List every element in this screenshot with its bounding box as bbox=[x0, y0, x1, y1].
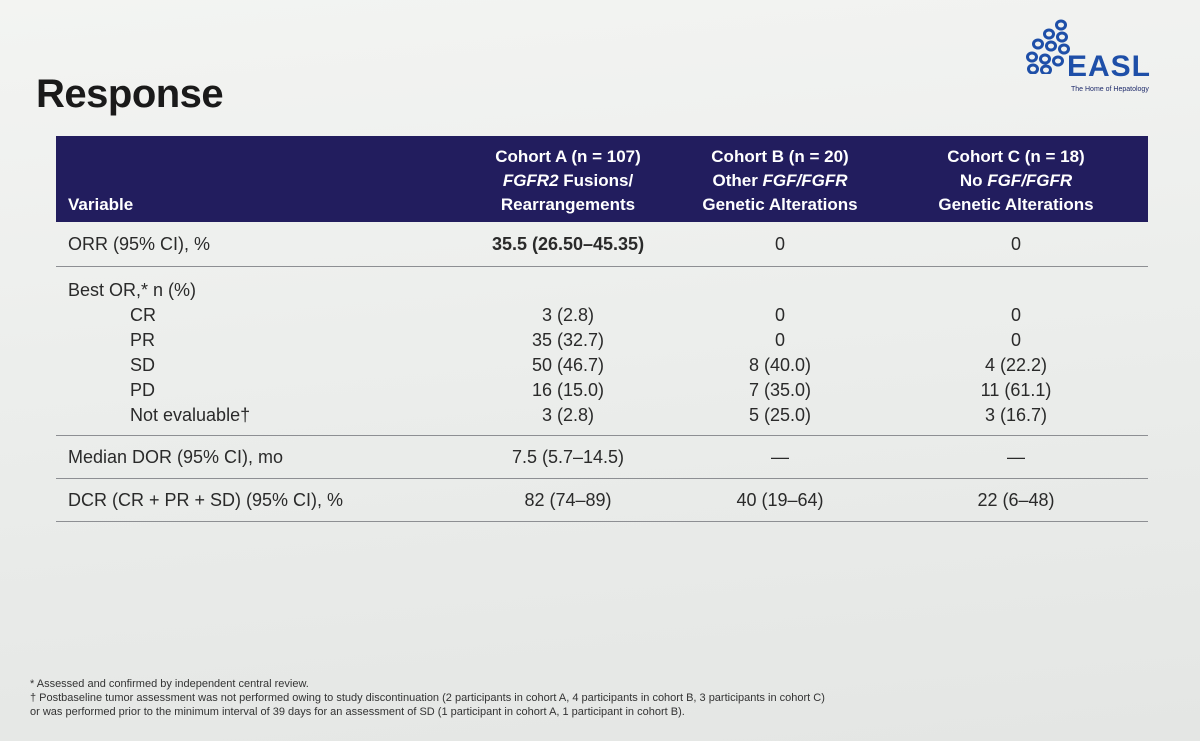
easl-logo: EASL The Home of Hepatology bbox=[1025, 18, 1165, 100]
orr-label: ORR (95% CI), % bbox=[56, 222, 460, 267]
dor-cohort-a: 7.5 (5.7–14.5) bbox=[460, 435, 676, 479]
table-row-pr: PR 35 (32.7) 0 0 bbox=[56, 328, 1148, 353]
logo-wordmark: EASL bbox=[1067, 50, 1152, 83]
header-cohort-a: Cohort A (n = 107) FGFR2 Fusions/ Rearra… bbox=[460, 136, 676, 222]
logo-dots-icon bbox=[1026, 19, 1070, 74]
cohort-b-subtitle-pre: Other bbox=[712, 171, 763, 190]
dcr-label: DCR (CR + PR + SD) (95% CI), % bbox=[56, 478, 460, 522]
table-row-not-evaluable: Not evaluable† 3 (2.8) 5 (25.0) 3 (16.7) bbox=[56, 403, 1148, 436]
header-cohort-c: Cohort C (n = 18) No FGF/FGFR Genetic Al… bbox=[884, 136, 1148, 222]
table-row-dcr: DCR (CR + PR + SD) (95% CI), % 82 (74–89… bbox=[56, 478, 1148, 522]
table-row-pd: PD 16 (15.0) 7 (35.0) 11 (61.1) bbox=[56, 378, 1148, 403]
cohort-a-subtitle-2: Rearrangements bbox=[500, 195, 636, 214]
response-cohort-c: 0 bbox=[1010, 330, 1021, 350]
response-label: SD bbox=[130, 355, 156, 375]
dcr-cohort-b: 40 (19–64) bbox=[676, 478, 884, 522]
dor-cohort-c: — bbox=[884, 435, 1148, 479]
response-label: CR bbox=[130, 305, 156, 325]
dor-label: Median DOR (95% CI), mo bbox=[56, 435, 460, 479]
best-or-label: Best OR,* n (%) bbox=[68, 280, 197, 300]
cohort-a-gene: FGFR2 bbox=[502, 171, 559, 190]
response-cohort-c: 0 bbox=[1010, 305, 1021, 325]
table-row-sd: SD 50 (46.7) 8 (40.0) 4 (22.2) bbox=[56, 353, 1148, 378]
response-cohort-a: 35 (32.7) bbox=[531, 330, 605, 350]
cohort-b-title: Cohort B (n = 20) bbox=[711, 147, 849, 166]
dcr-cohort-c: 22 (6–48) bbox=[884, 478, 1148, 522]
cohort-a-subtitle-rest: Fusions/ bbox=[558, 171, 634, 190]
table-row-median-dor: Median DOR (95% CI), mo 7.5 (5.7–14.5) —… bbox=[56, 435, 1148, 479]
slide-title: Response bbox=[36, 72, 224, 116]
cohort-c-subtitle-2: Genetic Alterations bbox=[938, 195, 1094, 214]
footnote: or was performed prior to the minimum in… bbox=[30, 706, 685, 718]
dor-cohort-b: — bbox=[676, 435, 884, 479]
response-label: PD bbox=[130, 380, 156, 400]
orr-cohort-c: 0 bbox=[884, 222, 1148, 267]
cohort-b-gene: FGF/FGFR bbox=[762, 171, 848, 190]
response-cohort-b: 7 (35.0) bbox=[748, 380, 812, 400]
orr-cohort-b: 0 bbox=[676, 222, 884, 267]
response-cohort-a: 3 (2.8) bbox=[541, 305, 595, 325]
footnotes: * Assessed and confirmed by independent … bbox=[30, 677, 825, 719]
cohort-c-gene: FGF/FGFR bbox=[987, 171, 1073, 190]
response-cohort-c: 3 (16.7) bbox=[884, 403, 1148, 436]
cohort-a-title: Cohort A (n = 107) bbox=[495, 147, 641, 166]
cohort-c-subtitle-pre: No bbox=[959, 171, 988, 190]
cohort-a-subtitle: FGFR2 Fusions/ bbox=[460, 169, 676, 193]
orr-cohort-a: 35.5 (26.50–45.35) bbox=[460, 222, 676, 267]
response-cohort-b: 8 (40.0) bbox=[748, 355, 812, 375]
response-label: PR bbox=[130, 330, 156, 350]
response-cohort-b: 0 bbox=[774, 305, 785, 325]
cohort-c-subtitle: No FGF/FGFR bbox=[884, 169, 1148, 193]
response-cohort-c: 4 (22.2) bbox=[984, 355, 1048, 375]
table-row-best-or: Best OR,* n (%) bbox=[56, 267, 1148, 304]
table-row-cr: CR 3 (2.8) 0 0 bbox=[56, 303, 1148, 328]
table-row-orr: ORR (95% CI), % 35.5 (26.50–45.35) 0 0 bbox=[56, 222, 1148, 267]
footnote: † Postbaseline tumor assessment was not … bbox=[30, 692, 825, 704]
response-cohort-a: 50 (46.7) bbox=[531, 355, 605, 375]
cohort-b-subtitle: Other FGF/FGFR bbox=[676, 169, 884, 193]
dcr-cohort-a: 82 (74–89) bbox=[460, 478, 676, 522]
response-cohort-a: 3 (2.8) bbox=[460, 403, 676, 436]
footnote: * Assessed and confirmed by independent … bbox=[30, 678, 309, 690]
header-variable: Variable bbox=[68, 195, 134, 214]
cohort-b-subtitle-2: Genetic Alterations bbox=[702, 195, 858, 214]
response-cohort-b: 0 bbox=[774, 330, 785, 350]
response-cohort-c: 11 (61.1) bbox=[980, 380, 1052, 400]
response-cohort-a: 16 (15.0) bbox=[531, 380, 605, 400]
response-label: Not evaluable† bbox=[56, 403, 460, 436]
table-header-row: Variable Cohort A (n = 107) FGFR2 Fusion… bbox=[56, 136, 1148, 222]
response-table: Variable Cohort A (n = 107) FGFR2 Fusion… bbox=[56, 136, 1148, 522]
response-cohort-b: 5 (25.0) bbox=[676, 403, 884, 436]
logo-tagline: The Home of Hepatology bbox=[1071, 86, 1149, 93]
cohort-c-title: Cohort C (n = 18) bbox=[947, 147, 1085, 166]
header-cohort-b: Cohort B (n = 20) Other FGF/FGFR Genetic… bbox=[676, 136, 884, 222]
